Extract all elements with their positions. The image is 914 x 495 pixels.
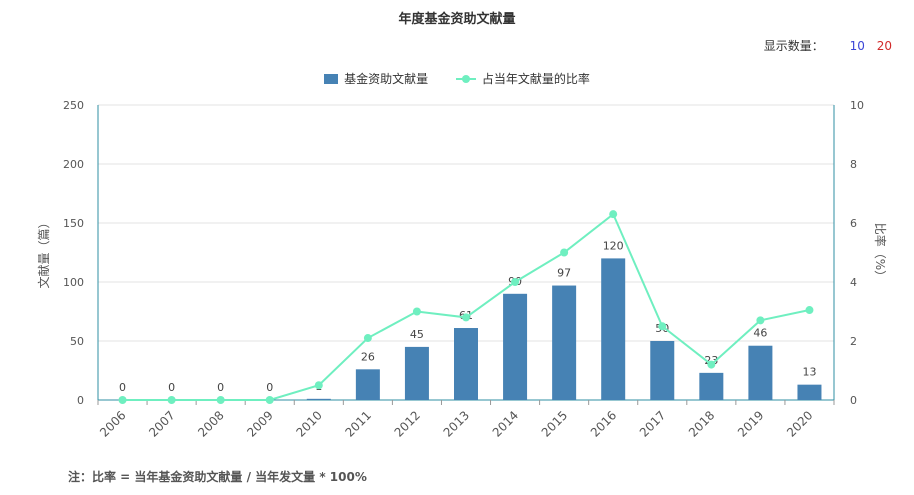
legend-item-bar[interactable]: 基金资助文献量 (324, 70, 428, 87)
x-tick-label: 2011 (342, 408, 373, 439)
bar-value-label: 0 (266, 381, 273, 394)
ratio-point[interactable] (412, 307, 421, 316)
bar-value-label: 0 (168, 381, 175, 394)
ratio-point[interactable] (609, 210, 618, 219)
bar[interactable] (306, 398, 331, 400)
display-count-label: 显示数量： (763, 39, 824, 53)
y-axis-title: 文献量（篇） (36, 216, 51, 288)
y2-tick-label: 10 (850, 99, 864, 112)
footnote: 注：比率 = 当年基金资助文献量 / 当年发文量 * 100% (68, 470, 367, 484)
bar-value-label: 0 (217, 381, 224, 394)
bar[interactable] (355, 369, 380, 400)
ratio-point[interactable] (363, 334, 372, 343)
display-count-option-10[interactable]: 10 (849, 39, 865, 53)
ratio-point[interactable] (462, 313, 470, 322)
bar[interactable] (699, 372, 724, 400)
x-tick-label: 2015 (539, 408, 570, 439)
ratio-point[interactable] (118, 396, 127, 404)
legend-line-swatch (455, 74, 476, 84)
y2-tick-label: 6 (850, 217, 857, 230)
ratio-point[interactable] (167, 396, 176, 404)
x-tick-label: 2012 (392, 408, 423, 439)
x-tick-label: 2006 (97, 408, 128, 439)
y-tick-label: 150 (63, 217, 84, 230)
ratio-point[interactable] (805, 306, 814, 315)
display-count: 显示数量： 10 20 (764, 37, 892, 54)
ratio-point[interactable] (511, 278, 520, 286)
y-tick-label: 0 (77, 394, 84, 407)
ratio-point[interactable] (265, 396, 274, 404)
bar-value-label: 0 (119, 381, 126, 394)
x-tick-label: 2019 (735, 408, 766, 439)
x-tick-label: 2008 (195, 408, 226, 439)
y-tick-label: 50 (70, 335, 84, 348)
x-tick-label: 2016 (588, 408, 619, 439)
bar-value-label: 120 (603, 239, 624, 252)
y-tick-label: 100 (63, 276, 84, 289)
bar[interactable] (601, 258, 626, 400)
y2-tick-label: 4 (850, 276, 857, 289)
chart-legend: 基金资助文献量 占当年文献量的比率 (0, 70, 914, 87)
bar[interactable] (404, 346, 429, 400)
x-tick-label: 2014 (490, 408, 521, 439)
display-count-option-20[interactable]: 20 (876, 39, 892, 53)
x-tick-label: 2010 (293, 408, 324, 439)
y2-tick-label: 2 (850, 335, 857, 348)
ratio-point[interactable] (560, 248, 569, 257)
legend-item-line[interactable]: 占当年文献量的比率 (455, 70, 590, 87)
bar-value-label: 26 (361, 350, 375, 363)
bar-value-label: 46 (753, 327, 767, 340)
ratio-point[interactable] (314, 381, 323, 390)
x-tick-label: 2013 (441, 408, 472, 439)
y-tick-label: 200 (63, 158, 84, 171)
bar[interactable] (797, 384, 822, 400)
bar[interactable] (650, 341, 675, 400)
legend-bar-label: 基金资助文献量 (344, 72, 429, 86)
bar[interactable] (454, 328, 478, 400)
y-tick-label: 250 (63, 99, 84, 112)
y2-tick-label: 0 (850, 394, 857, 407)
bar-value-label: 97 (557, 267, 571, 280)
ratio-point[interactable] (707, 360, 716, 369)
y2-axis-title: 比率（%） (873, 223, 888, 282)
bar[interactable] (503, 293, 528, 400)
x-tick-label: 2007 (146, 408, 177, 439)
bar[interactable] (552, 285, 577, 400)
ratio-point[interactable] (216, 396, 225, 404)
ratio-point[interactable] (756, 316, 765, 325)
bar[interactable] (748, 345, 773, 400)
bar-value-label: 45 (410, 328, 424, 341)
y2-tick-label: 8 (850, 158, 857, 171)
chart-title: 年度基金资助文献量 (398, 12, 516, 27)
x-tick-label: 2018 (686, 408, 717, 439)
x-tick-label: 2009 (244, 408, 275, 439)
x-tick-label: 2017 (637, 408, 668, 439)
ratio-point[interactable] (658, 322, 667, 331)
bar-value-label: 13 (802, 366, 816, 379)
x-tick-label: 2020 (784, 408, 815, 439)
legend-bar-swatch (324, 73, 339, 84)
legend-line-label: 占当年文献量的比率 (481, 72, 590, 86)
